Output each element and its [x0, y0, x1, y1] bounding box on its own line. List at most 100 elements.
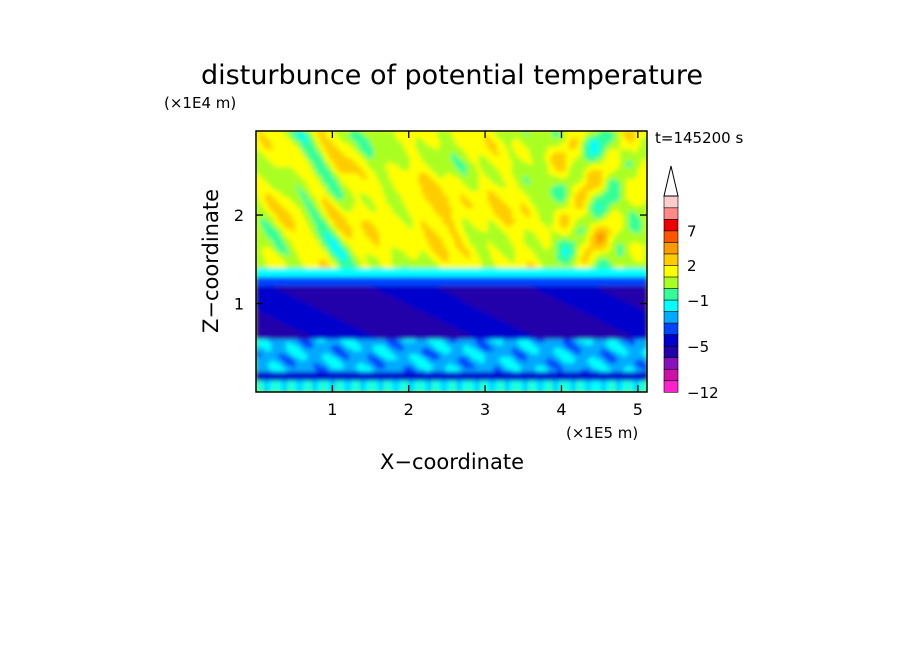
field-cell — [331, 329, 335, 334]
field-cell — [544, 279, 549, 283]
field-cell — [580, 326, 585, 331]
field-cell — [472, 374, 477, 378]
field-cell — [283, 386, 287, 390]
field-cell — [514, 344, 519, 349]
field-cell — [319, 288, 323, 292]
field-cell — [283, 288, 287, 292]
field-cell — [520, 285, 525, 289]
field-cell — [319, 338, 323, 343]
field-cell — [481, 279, 486, 283]
field-cell — [400, 297, 404, 301]
field-cell — [412, 303, 417, 307]
field-cell — [301, 326, 305, 331]
field-cell — [610, 356, 615, 360]
field-cell — [568, 350, 573, 355]
field-cell — [421, 389, 426, 392]
field-cell — [598, 338, 603, 343]
field-cell — [424, 294, 429, 298]
field-cell — [364, 350, 368, 355]
field-cell — [547, 311, 552, 316]
field-cell — [328, 308, 332, 313]
field-cell — [406, 350, 410, 355]
field-cell — [421, 297, 426, 301]
field-cell — [598, 288, 603, 292]
field-cell — [400, 320, 404, 325]
field-cell — [379, 311, 383, 316]
field-cell — [424, 303, 429, 307]
field-cell — [421, 285, 426, 289]
field-cell — [334, 386, 338, 390]
field-cell — [289, 350, 293, 355]
field-cell — [397, 374, 401, 378]
field-cell — [409, 368, 413, 372]
field-cell — [277, 329, 281, 334]
field-cell — [634, 386, 639, 390]
field-cell — [373, 377, 377, 381]
field-cell — [310, 329, 314, 334]
field-cell — [439, 365, 444, 369]
field-cell — [256, 380, 260, 384]
field-cell — [403, 347, 407, 352]
field-cell — [601, 386, 606, 390]
field-cell — [322, 332, 326, 337]
field-cell — [271, 335, 275, 340]
field-cell — [565, 317, 570, 322]
field-cell — [388, 311, 392, 316]
field-cell — [541, 365, 546, 369]
field-cell — [523, 317, 528, 322]
field-cell — [463, 335, 468, 340]
field-cell — [361, 371, 365, 375]
field-cell — [565, 377, 570, 381]
field-cell — [295, 347, 299, 352]
field-cell — [286, 359, 290, 363]
field-cell — [385, 374, 389, 378]
field-cell — [328, 317, 332, 322]
field-cell — [397, 386, 401, 390]
field-cell — [382, 308, 386, 313]
field-cell — [286, 365, 290, 369]
field-cell — [277, 291, 281, 295]
field-cell — [457, 332, 462, 337]
field-cell — [427, 332, 432, 337]
field-cell — [550, 380, 555, 384]
field-cell — [388, 297, 392, 301]
field-cell — [460, 338, 465, 343]
field-cell — [475, 389, 480, 392]
field-cell — [448, 300, 453, 304]
field-cell — [274, 276, 278, 280]
field-cell — [439, 356, 444, 360]
field-cell — [442, 326, 447, 331]
field-cell — [361, 320, 365, 325]
field-cell — [586, 365, 591, 369]
field-cell — [400, 383, 404, 387]
field-cell — [502, 317, 507, 322]
field-cell — [505, 389, 510, 392]
field-cell — [523, 347, 528, 352]
field-cell — [610, 317, 615, 322]
field-cell — [283, 305, 287, 310]
field-cell — [595, 303, 600, 307]
field-cell — [379, 377, 383, 381]
field-cell — [424, 308, 429, 313]
field-cell — [436, 389, 441, 392]
field-cell — [319, 374, 323, 378]
field-cell — [409, 317, 413, 322]
field-cell — [358, 335, 362, 340]
field-cell — [484, 308, 489, 313]
field-cell — [535, 311, 540, 316]
field-cell — [262, 341, 266, 346]
field-cell — [412, 389, 417, 392]
field-cell — [640, 359, 645, 363]
field-cell — [616, 353, 621, 358]
field-cell — [508, 368, 513, 372]
field-cell — [517, 332, 522, 337]
field-cell — [499, 368, 504, 372]
field-cell — [394, 305, 398, 310]
field-cell — [496, 305, 501, 310]
field-cell — [502, 323, 507, 328]
field-cell — [484, 359, 489, 363]
field-cell — [637, 380, 642, 384]
field-cell — [262, 338, 266, 343]
field-cell — [265, 297, 269, 301]
field-cell — [505, 356, 510, 360]
